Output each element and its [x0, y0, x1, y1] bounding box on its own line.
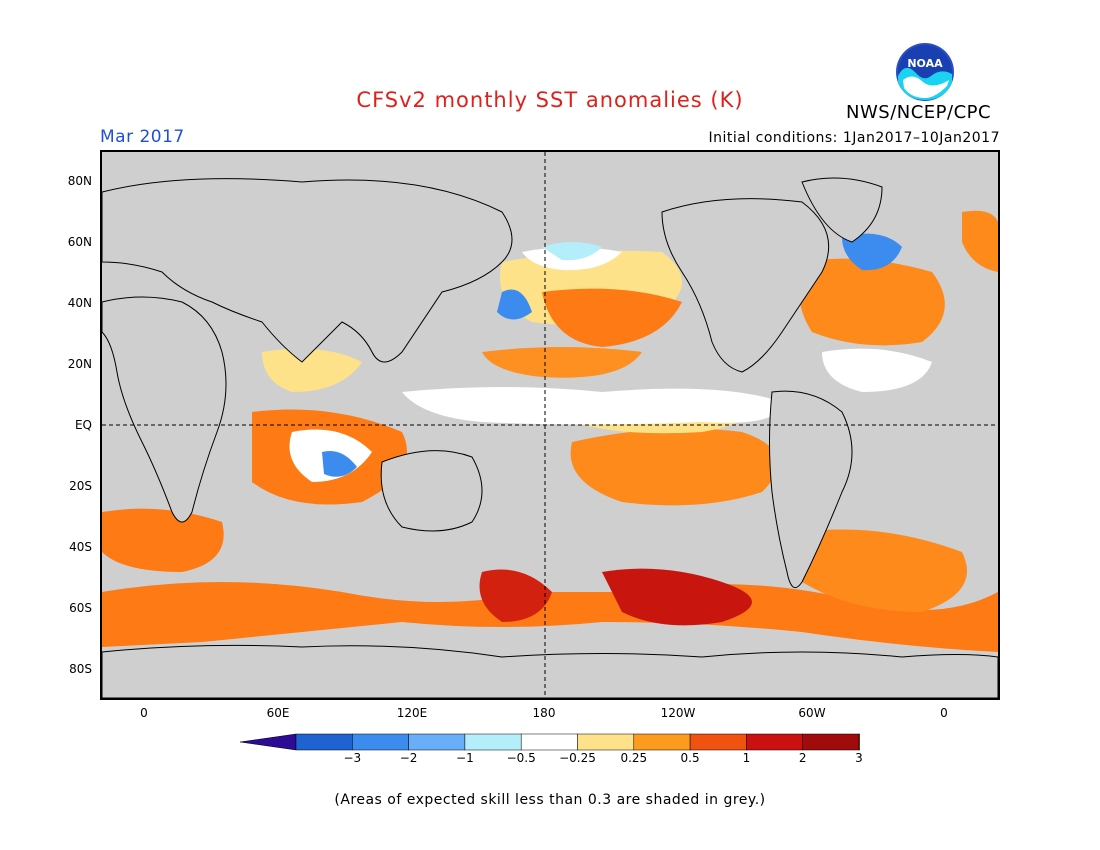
lon-label: 0 [140, 706, 148, 720]
colorbar-segment [352, 733, 409, 751]
colorbar-tick-label: 1 [742, 751, 751, 765]
lon-label: 60W [798, 706, 826, 720]
colorbar-tick-label: −0.5 [506, 751, 536, 765]
colorbar-segment [746, 733, 803, 751]
agency-label: NWS/NCEP/CPC [846, 102, 992, 123]
initial-conditions: Initial conditions: 1Jan2017–10Jan2017 [708, 130, 1000, 146]
colorbar-segment [295, 733, 353, 751]
footnote: (Areas of expected skill less than 0.3 a… [334, 792, 766, 808]
colorbar-tick-label: 2 [798, 751, 807, 765]
lat-label: EQ [74, 418, 92, 432]
colorbar-max-arrow [858, 733, 916, 751]
colorbar-tick-label: −1 [456, 751, 474, 765]
colorbar-tick-label: 0.5 [680, 751, 700, 765]
colorbar-tick-label: 3 [855, 751, 863, 765]
lat-label: 20N [67, 357, 92, 371]
continents [102, 177, 998, 698]
lat-label: 40N [67, 296, 92, 310]
colorbar-tick-label: −0.25 [559, 751, 596, 765]
colorbar-min-arrow [239, 733, 297, 751]
colorbar-segment [577, 733, 635, 751]
anomaly-fields [102, 210, 998, 652]
colorbar-segment [689, 733, 747, 751]
lon-label: 120E [396, 706, 428, 720]
noaa-logo: NOAA [895, 42, 955, 102]
sst-anomaly-map [100, 150, 1000, 700]
forecast-month: Mar 2017 [100, 127, 185, 147]
colorbar-tick-label: 0.25 [620, 751, 648, 765]
map-title: CFSv2 monthly SST anomalies (K) [356, 88, 744, 112]
colorbar-segment [520, 733, 578, 751]
lon-label: 60E [266, 706, 290, 720]
colorbar-tick-label: −3 [343, 751, 362, 765]
lat-label: 20S [69, 479, 92, 493]
colorbar-segment [408, 733, 466, 751]
lon-label: 0 [940, 706, 948, 720]
lon-label: 120W [660, 706, 696, 720]
lat-label: 80S [69, 662, 92, 676]
logo-text: NOAA [907, 57, 943, 70]
colorbar-segment [464, 733, 522, 751]
lat-label: 40S [69, 540, 92, 554]
colorbar-tick-label: −2 [399, 751, 418, 765]
colorbar-segment [802, 733, 860, 751]
colorbar-segment [633, 733, 691, 751]
lat-label: 80N [67, 174, 92, 188]
lat-label: 60S [69, 601, 92, 615]
lon-label: 180 [532, 706, 556, 720]
lat-label: 60N [67, 235, 92, 249]
